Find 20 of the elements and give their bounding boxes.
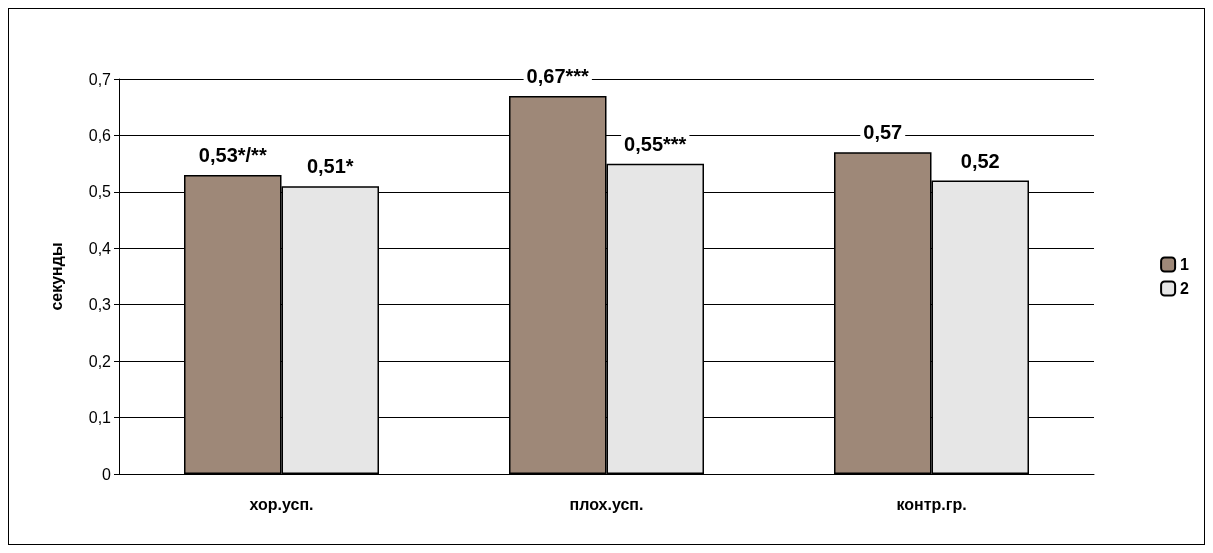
legend-label: 1 <box>1180 256 1190 273</box>
data-label: 0,57 <box>863 121 903 144</box>
legend-label: 2 <box>1180 280 1190 297</box>
y-tick-label: 0,1 <box>88 409 112 427</box>
data-label: 0,55*** <box>624 132 687 155</box>
y-tick-label: 0,7 <box>88 70 112 88</box>
y-tick-label: 0,5 <box>88 183 112 201</box>
data-label: 0,52 <box>960 149 1000 172</box>
y-tick-label: 0,3 <box>88 296 112 314</box>
y-tick-label: 0,2 <box>88 352 112 370</box>
x-tick-label: контр.гр. <box>896 495 967 513</box>
y-tick-label: 0,6 <box>88 126 112 144</box>
y-tick-label: 0,4 <box>88 239 112 257</box>
data-label: 0,53*/** <box>198 143 267 166</box>
x-tick-label: плох.усп. <box>569 495 644 513</box>
y-tick-label: 0 <box>102 465 112 483</box>
data-label: 0,67*** <box>526 64 590 87</box>
data-label: 0,51* <box>306 155 354 178</box>
x-tick-label: хор.усп. <box>249 495 314 513</box>
y-axis-title: секунды <box>47 242 65 311</box>
